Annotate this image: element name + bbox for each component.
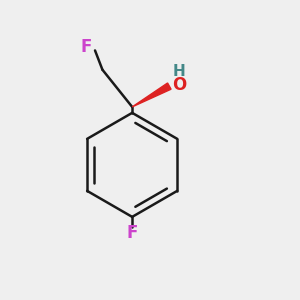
Text: H: H [173,64,186,79]
Text: F: F [80,38,92,56]
Polygon shape [132,83,171,107]
Text: O: O [172,76,187,94]
Text: F: F [127,224,138,242]
